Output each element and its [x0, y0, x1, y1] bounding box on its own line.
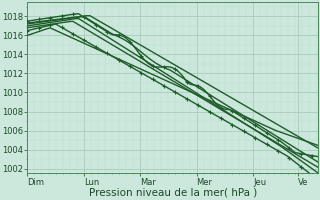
X-axis label: Pression niveau de la mer( hPa ): Pression niveau de la mer( hPa ) [89, 188, 257, 198]
